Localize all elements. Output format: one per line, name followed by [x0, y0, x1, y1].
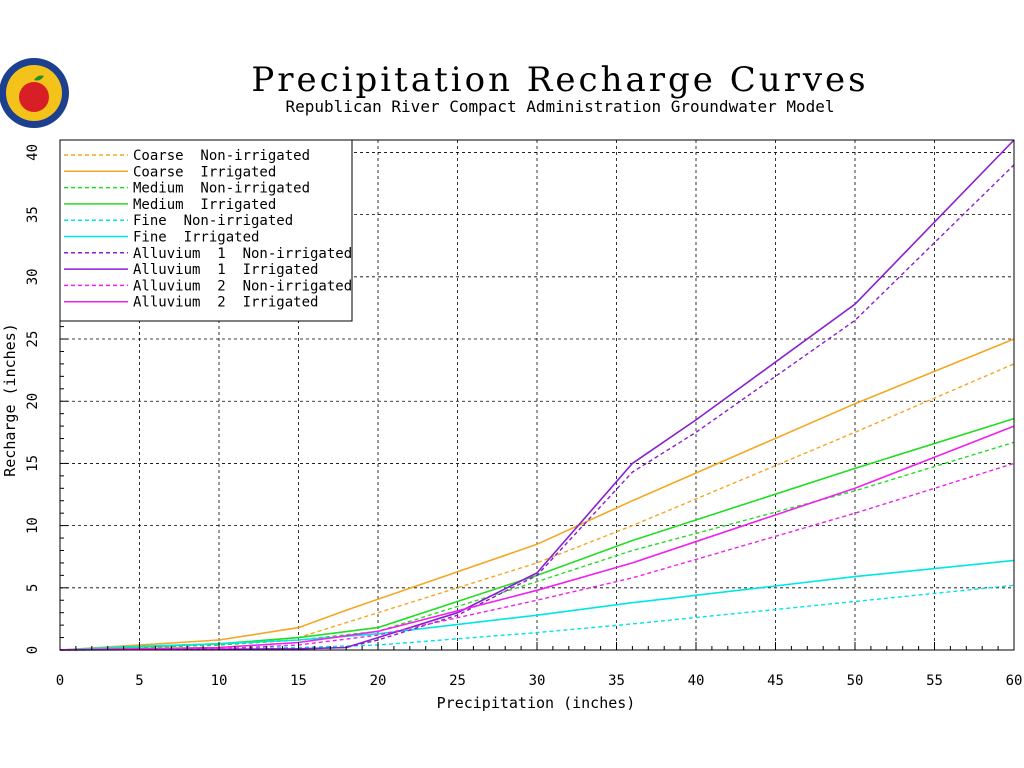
x-tick-label: 30: [529, 673, 546, 689]
x-tick-label: 50: [847, 673, 864, 689]
apple-icon: [19, 82, 49, 112]
y-tick-label: 10: [25, 517, 41, 534]
logo-seal: [0, 58, 69, 128]
y-tick-label: 25: [25, 331, 41, 348]
y-tick-label: 35: [25, 206, 41, 223]
y-tick-label: 40: [25, 144, 41, 161]
x-tick-label: 5: [135, 673, 143, 689]
x-tick-label: 0: [56, 673, 64, 689]
series-group: [59, 139, 1015, 651]
series-line-6: [59, 559, 1015, 651]
chart-subtitle: Republican River Compact Administration …: [285, 97, 834, 116]
x-tick-label: 20: [370, 673, 387, 689]
x-tick-label: 10: [211, 673, 228, 689]
legend-label-6: Fine Irrigated: [133, 230, 259, 246]
y-axis-label: Recharge (inches): [1, 323, 19, 477]
y-tick-label: 0: [25, 646, 41, 654]
y-tick-label: 30: [25, 268, 41, 285]
leaf-icon: [34, 75, 44, 81]
x-tick-label: 60: [1006, 673, 1023, 689]
y-tick-label: 20: [25, 393, 41, 410]
legend-label-7: Alluvium 1 Non-irrigated: [133, 246, 352, 262]
series-line-2: [59, 338, 1015, 651]
legend-label-5: Fine Non-irrigated: [133, 213, 293, 229]
legend-label-8: Alluvium 1 Irrigated: [133, 262, 318, 278]
y-tick-label: 15: [25, 455, 41, 472]
legend-label-2: Coarse Irrigated: [133, 164, 276, 180]
x-tick-label: 35: [608, 673, 625, 689]
x-tick-label: 40: [688, 673, 705, 689]
x-tick-label: 25: [449, 673, 466, 689]
x-tick-label: 15: [290, 673, 307, 689]
legend-label-3: Medium Non-irrigated: [133, 181, 310, 197]
series-line-1: [59, 363, 1015, 651]
legend-label-4: Medium Irrigated: [133, 197, 276, 213]
legend-label-9: Alluvium 2 Non-irrigated: [133, 278, 352, 294]
legend-label-1: Coarse Non-irrigated: [133, 148, 310, 164]
series-line-8: [59, 139, 1015, 651]
series-line-10: [59, 425, 1015, 651]
series-line-3: [59, 441, 1015, 651]
series-line-9: [59, 462, 1015, 651]
legend-box: [59, 139, 353, 322]
legend-label-10: Alluvium 2 Irrigated: [133, 295, 318, 311]
x-axis-label: Precipitation (inches): [437, 694, 636, 712]
series-line-5: [59, 584, 1015, 651]
y-tick-label: 5: [25, 584, 41, 592]
x-tick-label: 55: [926, 673, 943, 689]
chart-title: Precipitation Recharge Curves: [251, 60, 868, 100]
x-tick-label: 45: [767, 673, 784, 689]
